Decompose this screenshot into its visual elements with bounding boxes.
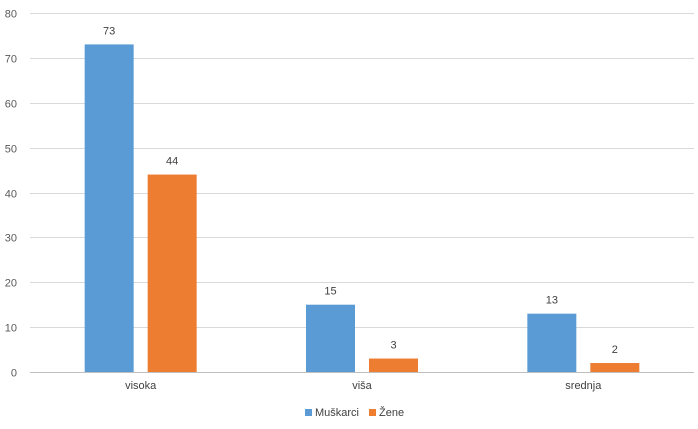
y-tick-label: 50 (5, 144, 17, 156)
y-axis-ticks: 0 10 20 30 40 50 60 70 80 (5, 9, 17, 380)
y-tick-label: 60 (5, 99, 17, 111)
gridlines (30, 13, 694, 328)
data-label: 15 (324, 286, 336, 298)
y-tick-label: 40 (5, 189, 17, 201)
y-tick-label: 70 (5, 54, 17, 66)
bars (84, 44, 640, 372)
legend-swatch-Muškarci (305, 409, 312, 416)
data-label: 73 (103, 25, 115, 37)
legend-label: Muškarci (315, 407, 359, 419)
data-label: 2 (612, 344, 618, 356)
y-tick-label: 80 (5, 9, 17, 21)
category-label: viša (352, 380, 372, 392)
category-label: srednja (565, 380, 602, 392)
bar-srednja-Muškarci (527, 313, 577, 372)
data-label: 3 (390, 340, 396, 352)
legend-swatch-Žene (369, 409, 376, 416)
bar-visoka-Muškarci (84, 44, 134, 372)
bar-visoka-Žene (147, 174, 197, 372)
data-label: 13 (546, 295, 558, 307)
category-label: visoka (125, 380, 157, 392)
y-tick-label: 0 (11, 368, 17, 380)
data-labels: 73 44 15 3 13 2 (103, 25, 618, 356)
y-tick-label: 30 (5, 233, 17, 245)
y-tick-label: 20 (5, 278, 17, 290)
bar-srednja-Žene (590, 363, 640, 372)
legend: Muškarci Žene (305, 406, 404, 419)
bar-viša-Žene (369, 358, 418, 372)
legend-label: Žene (379, 406, 404, 419)
bar-viša-Muškarci (306, 304, 355, 372)
y-tick-label: 10 (5, 323, 17, 335)
data-label: 44 (166, 156, 178, 168)
x-axis-categories: visoka viša srednja (125, 380, 602, 392)
